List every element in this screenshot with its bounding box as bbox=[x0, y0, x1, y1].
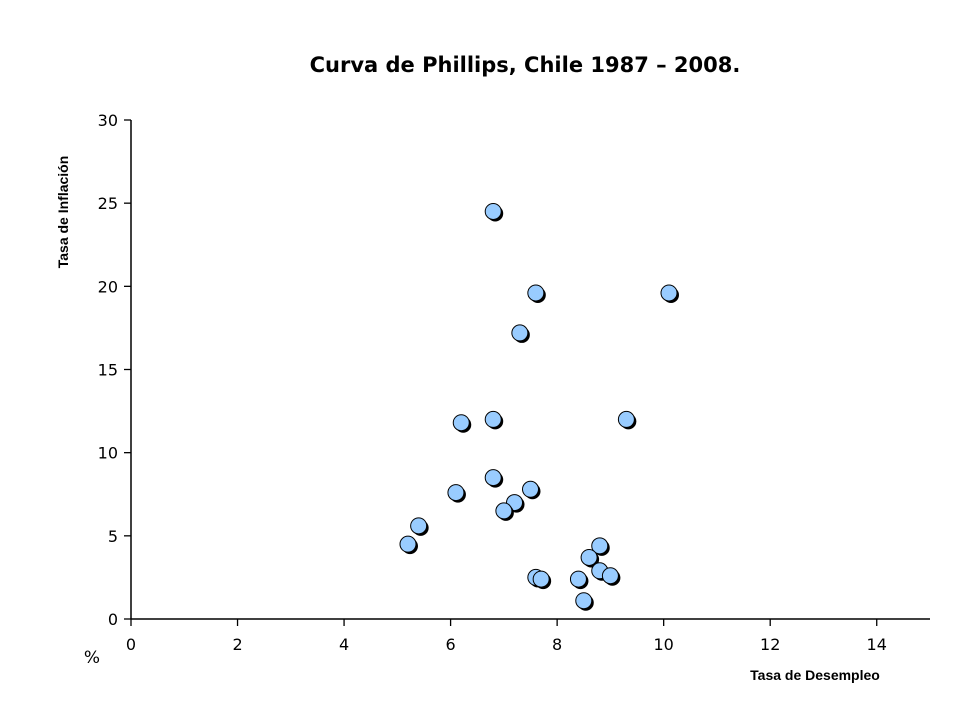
x-tick-label: 10 bbox=[653, 635, 673, 654]
data-point bbox=[580, 548, 600, 568]
data-point-marker bbox=[580, 548, 598, 566]
data-point bbox=[617, 410, 637, 430]
data-point-marker bbox=[522, 480, 539, 498]
y-tick-label: 0 bbox=[108, 610, 118, 629]
x-tick-label: 6 bbox=[446, 635, 456, 654]
data-point bbox=[447, 484, 466, 503]
data-point bbox=[522, 480, 541, 500]
y-tick-label: 25 bbox=[98, 194, 118, 213]
x-tick-label: 8 bbox=[552, 635, 562, 654]
data-point-marker bbox=[484, 410, 502, 428]
data-point-marker bbox=[511, 324, 529, 342]
data-point-marker bbox=[447, 484, 465, 502]
data-point-marker bbox=[569, 570, 587, 588]
x-tick-label: 14 bbox=[867, 635, 887, 654]
x-tick-label: 4 bbox=[339, 635, 349, 654]
data-point-marker bbox=[484, 469, 502, 487]
tick-group: 0 5 10 15 20 25 30 0 2 4 6 8 10 12 14 bbox=[98, 111, 887, 654]
data-point bbox=[484, 469, 504, 488]
data-point bbox=[601, 567, 621, 586]
data-point-marker bbox=[532, 570, 550, 588]
unit-label: % bbox=[84, 648, 100, 668]
data-point-marker bbox=[617, 410, 635, 428]
y-tick-label: 15 bbox=[98, 361, 118, 380]
data-point-marker bbox=[601, 567, 619, 585]
x-axis-title: Tasa de Desempleo bbox=[750, 667, 880, 683]
data-point bbox=[511, 324, 530, 343]
data-point bbox=[399, 535, 418, 555]
data-point-marker bbox=[527, 284, 545, 302]
data-point bbox=[532, 570, 552, 590]
y-tick-label: 20 bbox=[98, 277, 118, 296]
axes bbox=[130, 120, 930, 620]
data-point-marker bbox=[575, 592, 593, 610]
data-point-marker bbox=[452, 414, 470, 432]
data-point bbox=[575, 592, 594, 611]
data-point-marker bbox=[399, 535, 417, 553]
data-point-marker bbox=[660, 284, 678, 302]
data-point bbox=[660, 284, 679, 303]
x-tick-label: 2 bbox=[232, 635, 242, 654]
data-point bbox=[410, 517, 429, 536]
y-tick-label: 30 bbox=[98, 111, 118, 130]
chart-title: Curva de Phillips, Chile 1987 – 2008. bbox=[310, 53, 741, 77]
data-point-marker bbox=[495, 502, 513, 520]
x-tick-label: 0 bbox=[126, 635, 136, 654]
data-point bbox=[452, 414, 472, 433]
x-tick-label: 12 bbox=[760, 635, 780, 654]
data-point-marker bbox=[410, 517, 428, 535]
data-point-marker bbox=[591, 537, 609, 555]
y-axis-title: Tasa de Inflación bbox=[55, 156, 71, 269]
data-point bbox=[484, 410, 504, 430]
data-point-marker bbox=[484, 202, 502, 220]
data-point bbox=[495, 502, 514, 521]
y-tick-label: 10 bbox=[98, 444, 118, 463]
data-point bbox=[569, 570, 589, 590]
data-point bbox=[484, 202, 504, 222]
data-point bbox=[591, 537, 610, 556]
data-points bbox=[399, 202, 679, 611]
y-tick-label: 5 bbox=[108, 527, 118, 546]
data-point bbox=[527, 284, 546, 303]
